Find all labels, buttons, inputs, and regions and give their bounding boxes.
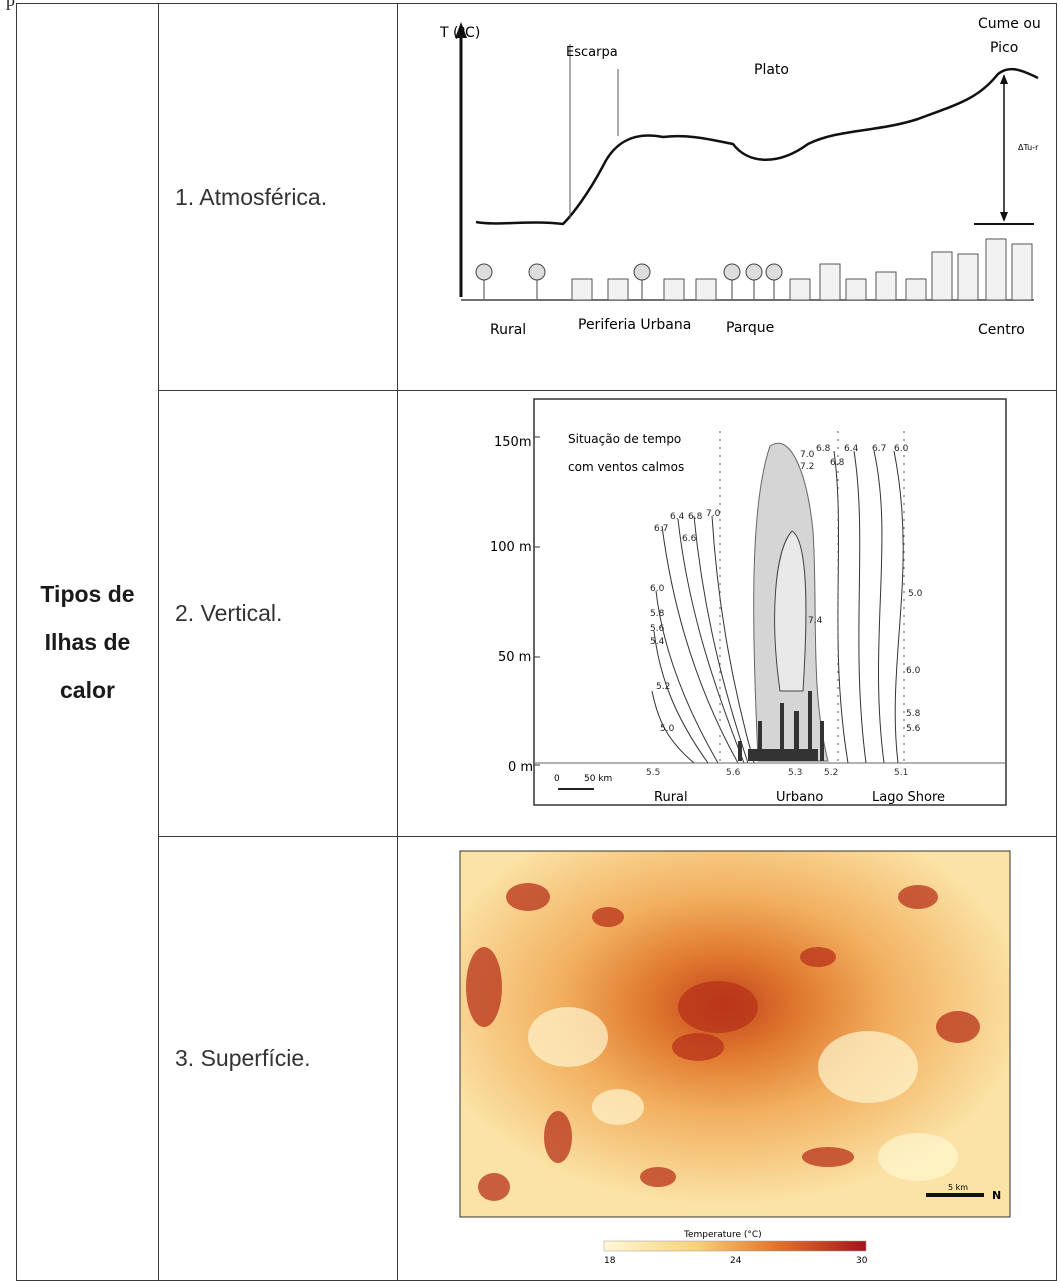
tree-icon bbox=[745, 263, 763, 299]
pico-label: Pico bbox=[990, 40, 1018, 56]
legend-colorbar bbox=[603, 1240, 867, 1252]
escarpa-label: Escarpa bbox=[566, 45, 618, 60]
temperature-curve bbox=[475, 67, 1039, 226]
north-arrow-icon: N bbox=[992, 1189, 1001, 1202]
table-title: Tipos de Ilhas de calor bbox=[40, 581, 135, 703]
svg-text:5.0: 5.0 bbox=[908, 589, 923, 599]
tree-icon bbox=[475, 263, 493, 299]
svg-text:5.2: 5.2 bbox=[824, 768, 838, 778]
svg-text:0: 0 bbox=[554, 774, 560, 784]
svg-text:6.0: 6.0 bbox=[906, 666, 921, 676]
svg-text:5.0: 5.0 bbox=[660, 724, 675, 734]
tree-icons bbox=[475, 263, 783, 299]
svg-text:6.4: 6.4 bbox=[844, 444, 859, 454]
heat-island-table: Tipos de Ilhas de calor 1. Atmosférica. … bbox=[16, 3, 1057, 1281]
svg-text:5.3: 5.3 bbox=[788, 768, 802, 778]
vertical-profile-figure: 150m 100 m 50 m 0 m Situação de tempo co… bbox=[490, 398, 1007, 806]
heat-plume-core bbox=[774, 530, 807, 692]
y-tick-150: 150m bbox=[494, 435, 531, 450]
svg-text:50 km: 50 km bbox=[584, 774, 612, 784]
svg-text:5.4: 5.4 bbox=[650, 637, 665, 647]
cool-areas bbox=[528, 1007, 958, 1181]
row-label-vertical: 2. Vertical. bbox=[175, 600, 283, 626]
legend-max: 30 bbox=[856, 1256, 868, 1266]
y-tick-50: 50 m bbox=[498, 650, 531, 665]
row-label-cell: 3. Superfície. bbox=[158, 836, 398, 1281]
row-label-superficie: 3. Superfície. bbox=[175, 1045, 311, 1071]
isotherms bbox=[651, 450, 904, 764]
cume-label: Cume ou bbox=[978, 16, 1041, 32]
x-label-parque: Parque bbox=[726, 320, 774, 336]
map-scale-label: 5 km bbox=[948, 1183, 968, 1192]
y-tick-0: 0 m bbox=[508, 760, 533, 775]
tree-icon bbox=[528, 263, 546, 299]
base-station-labels: 5.5 5.6 5.3 5.2 5.1 bbox=[646, 768, 908, 778]
isotherm-labels: 6.7 6.4 6.8 7.0 6.6 6.0 5.8 5.6 5.4 5.2 … bbox=[650, 444, 923, 734]
svg-text:5.6: 5.6 bbox=[650, 624, 665, 634]
x-label-rural: Rural bbox=[654, 790, 688, 805]
svg-text:5.8: 5.8 bbox=[650, 609, 665, 619]
svg-text:5.1: 5.1 bbox=[894, 768, 908, 778]
x-label-centro: Centro bbox=[978, 322, 1025, 338]
svg-text:6.8: 6.8 bbox=[830, 458, 845, 468]
svg-text:6.4: 6.4 bbox=[670, 512, 685, 522]
svg-text:6.7: 6.7 bbox=[872, 444, 886, 454]
row-label-atmosferica: 1. Atmosférica. bbox=[175, 183, 328, 210]
top-fragment: p bbox=[6, 0, 15, 10]
hot-spots bbox=[466, 883, 980, 1201]
svg-text:5.5: 5.5 bbox=[646, 768, 660, 778]
condition-line-2: com ventos calmos bbox=[568, 460, 684, 474]
figure-cell: 150m 100 m 50 m 0 m Situação de tempo co… bbox=[397, 390, 1057, 837]
x-label-urbano: Urbano bbox=[776, 790, 823, 805]
x-label-rural: Rural bbox=[490, 322, 526, 338]
surface-temperature-map: 5 km N Temperature (°C) 18 24 30 bbox=[459, 850, 1011, 1266]
y-tick-100: 100 m bbox=[490, 540, 532, 555]
rowspan-title-cell: Tipos de Ilhas de calor bbox=[16, 3, 159, 1281]
svg-text:6.0: 6.0 bbox=[650, 584, 665, 594]
svg-text:6.7: 6.7 bbox=[654, 524, 668, 534]
svg-text:5.2: 5.2 bbox=[656, 682, 670, 692]
svg-text:5.6: 5.6 bbox=[726, 768, 741, 778]
svg-text:7.0: 7.0 bbox=[800, 450, 815, 460]
svg-text:5.8: 5.8 bbox=[906, 709, 921, 719]
svg-text:6.0: 6.0 bbox=[894, 444, 909, 454]
delta-label: ΔTu-r bbox=[1018, 143, 1039, 152]
svg-text:6.6: 6.6 bbox=[682, 534, 697, 544]
tree-icon bbox=[765, 263, 783, 299]
row-label-cell: 1. Atmosférica. bbox=[158, 3, 398, 391]
legend-mid: 24 bbox=[730, 1256, 742, 1266]
tree-icon bbox=[723, 263, 741, 299]
svg-text:7.2: 7.2 bbox=[800, 462, 814, 472]
figure-cell: T (ºC) Escarpa Plato Cume ou Pico ΔTu-r bbox=[397, 3, 1057, 391]
y-axis-label: T (ºC) bbox=[439, 25, 480, 41]
svg-text:7.4: 7.4 bbox=[808, 616, 823, 626]
legend-title: Temperature (°C) bbox=[683, 1230, 762, 1240]
x-label-lago: Lago Shore bbox=[872, 790, 945, 805]
legend-min: 18 bbox=[604, 1256, 616, 1266]
city-silhouette bbox=[738, 691, 824, 761]
x-label-periferia: Periferia Urbana bbox=[578, 317, 691, 333]
svg-text:6.8: 6.8 bbox=[816, 444, 831, 454]
row-label-cell: 2. Vertical. bbox=[158, 390, 398, 837]
svg-text:5.6: 5.6 bbox=[906, 724, 921, 734]
tree-icon bbox=[633, 263, 651, 299]
y-axis-arrow bbox=[455, 22, 467, 38]
svg-text:7.0: 7.0 bbox=[706, 509, 721, 519]
figure-cell: 5 km N Temperature (°C) 18 24 30 bbox=[397, 836, 1057, 1281]
condition-line-1: Situação de tempo bbox=[568, 432, 681, 446]
building-icons bbox=[571, 238, 1033, 301]
plato-label: Plato bbox=[754, 62, 789, 78]
svg-text:6.8: 6.8 bbox=[688, 512, 703, 522]
atmospheric-profile-figure: T (ºC) Escarpa Plato Cume ou Pico ΔTu-r bbox=[439, 16, 1041, 338]
